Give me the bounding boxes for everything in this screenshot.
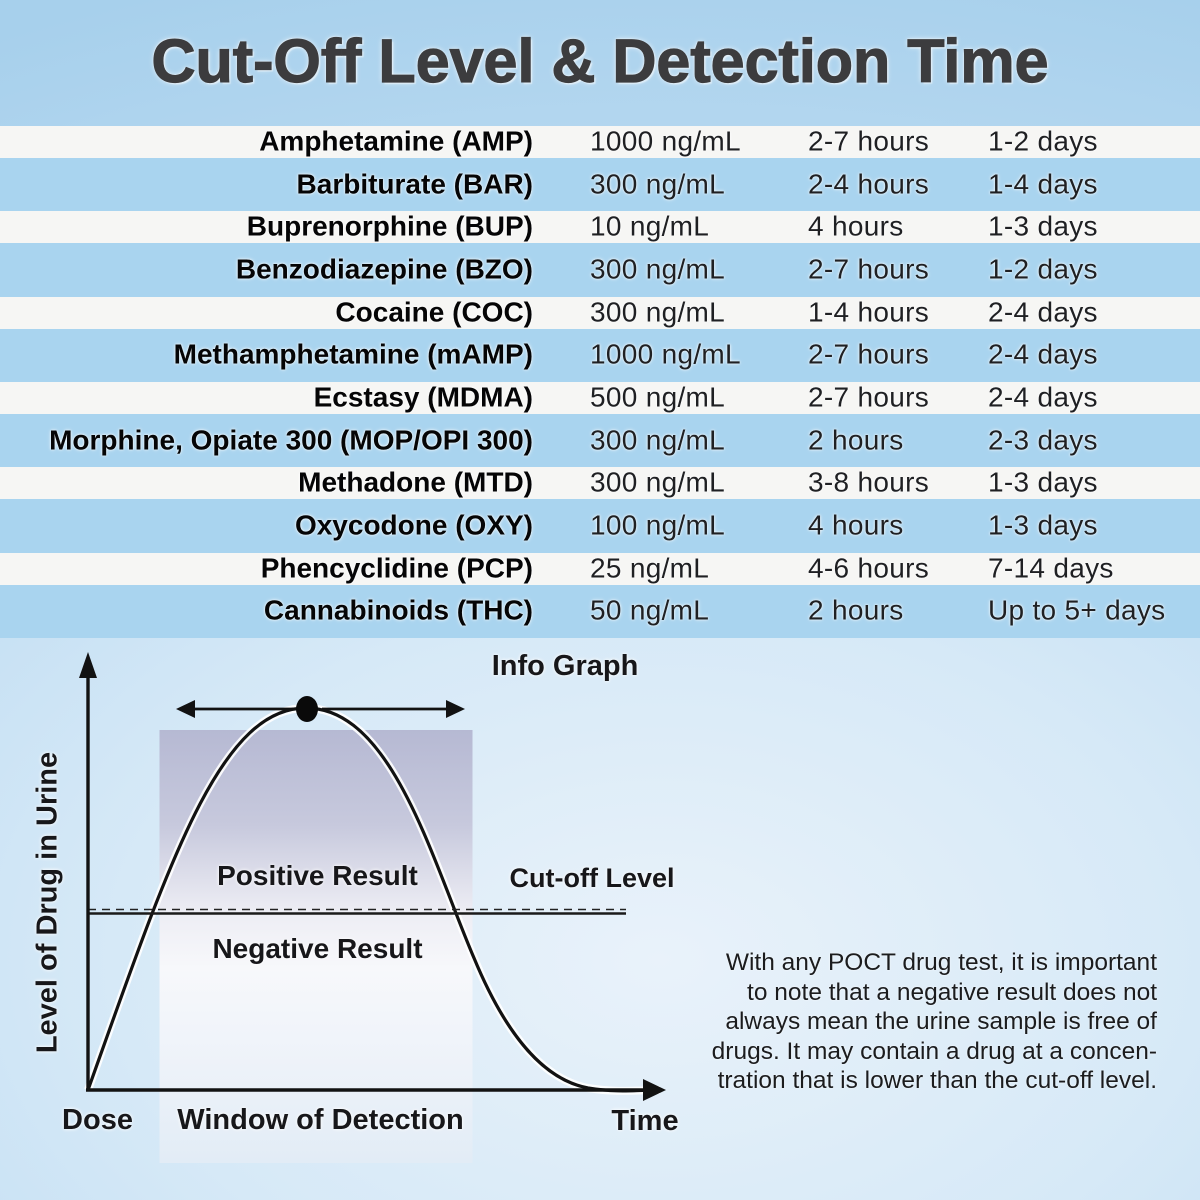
time-label: Time [611,1105,679,1137]
cell-cutoff: 25 ng/mL [590,552,710,584]
cell-drug: Phencyclidine (PCP) [260,552,533,584]
cell-drug: Methadone (MTD) [298,466,533,498]
cell-days: 2-4 days [988,381,1098,413]
cell-drug: Cannabinoids (THC) [263,594,533,626]
cell-hours: 3-8 hours [808,466,929,498]
cell-cutoff: 300 ng/mL [590,466,726,498]
cell-drug: Cocaine (COC) [335,296,533,328]
cell-hours: 4-6 hours [808,552,929,584]
y-axis-label: Level of Drug in Urine [31,751,64,1054]
cell-cutoff: 300 ng/mL [590,253,726,285]
cell-hours: 4 hours [808,210,904,242]
cutoff-level-label: Cut-off Level [509,863,675,893]
cell-days: Up to 5+ days [988,594,1166,626]
dose-label: Dose [62,1104,133,1136]
right-spread-arrow-icon [446,700,465,718]
left-arrow-icon [176,700,195,718]
cell-hours: 2-7 hours [808,381,929,413]
cell-days: 1-3 days [988,210,1098,242]
cell-days: 2-4 days [988,296,1098,328]
up-arrow-icon [79,652,97,678]
cell-drug: Oxycodone (OXY) [294,509,533,541]
cell-cutoff: 500 ng/mL [590,381,726,413]
table-row: Morphine, Opiate 300 (MOP/OPI 300) 300 ng… [0,413,1200,468]
negative-result-label: Negative Result [212,933,423,964]
page-title: Cut-Off Level & Detection Time [151,26,1049,95]
cell-hours: 1-4 hours [808,296,929,328]
window-of-detection-label: Window of Detection [177,1104,464,1136]
cell-hours: 2-7 hours [808,253,929,285]
cell-cutoff: 300 ng/mL [590,296,726,328]
cell-cutoff: 1000 ng/mL [590,125,741,157]
table-row: Ecstasy (MDMA) 500 ng/mL 2-7 hours 2-4 days [0,381,1200,414]
drug-table: Amphetamine (AMP) 1000 ng/mL 2-7 hours 1-2 … [0,125,1200,638]
cell-days: 1-2 days [988,253,1098,285]
info-graph-title: Info Graph [491,650,639,682]
cell-cutoff: 10 ng/mL [590,210,710,242]
cell-days: 1-2 days [988,125,1098,157]
table-row: Oxycodone (OXY) 100 ng/mL 4 hours 1-3 days [0,499,1200,553]
cell-drug: Ecstasy (MDMA) [313,381,533,413]
cell-cutoff: 300 ng/mL [590,424,726,456]
cell-days: 1-4 days [988,168,1098,200]
cell-drug: Barbiturate (BAR) [296,168,533,200]
cell-cutoff: 50 ng/mL [590,594,710,626]
table-row: Cannabinoids (THC) 50 ng/mL 2 hours Up to 5… [0,584,1200,638]
drug-level-curve-halo [84,703,661,1095]
table-row: Methamphetamine (mAMP) 1000 ng/mL 2-7 hour… [0,328,1200,382]
poct-note: With any POCT drug test, it is important… [711,949,1157,1094]
cell-days: 1-3 days [988,466,1098,498]
cell-drug: Amphetamine (AMP) [259,125,533,157]
table-row: Barbiturate (BAR) 300 ng/mL 2-4 hours 1-4 d… [0,158,1200,212]
cell-drug: Morphine, Opiate 300 (MOP/OPI 300) [49,424,533,456]
table-row: Cocaine (COC) 300 ng/mL 1-4 hours 2-4 days [0,296,1200,329]
table-row: Methadone (MTD) 300 ng/mL 3-8 hours 1-3 day… [0,466,1200,500]
right-arrow-icon [643,1079,666,1101]
positive-result-label: Positive Result [217,860,418,891]
table-row: Amphetamine (AMP) 1000 ng/mL 2-7 hours 1-2 … [0,125,1200,158]
table-row: Benzodiazepine (BZO) 300 ng/mL 2-7 hours 1-… [0,243,1200,297]
table-row: Phencyclidine (PCP) 25 ng/mL 4-6 hours 7-14… [0,552,1200,585]
peak-dot [296,696,318,722]
cell-days: 7-14 days [988,552,1114,584]
cell-hours: 2 hours [808,594,904,626]
cell-hours: 2-4 hours [808,168,929,200]
cell-hours: 2-7 hours [808,338,929,370]
cell-drug: Methamphetamine (mAMP) [173,338,533,370]
cell-days: 1-3 days [988,509,1098,541]
cell-drug: Benzodiazepine (BZO) [235,253,533,285]
drug-level-curve [86,706,661,1093]
cell-cutoff: 1000 ng/mL [590,338,741,370]
cell-days: 2-3 days [988,424,1098,456]
cell-cutoff: 100 ng/mL [590,509,726,541]
cell-days: 2-4 days [988,338,1098,370]
cell-hours: 2-7 hours [808,125,929,157]
cell-cutoff: 300 ng/mL [590,168,726,200]
table-row: Buprenorphine (BUP) 10 ng/mL 4 hours 1-3 da… [0,210,1200,244]
cell-drug: Buprenorphine (BUP) [246,210,533,242]
cell-hours: 2 hours [808,424,904,456]
cell-hours: 4 hours [808,509,904,541]
